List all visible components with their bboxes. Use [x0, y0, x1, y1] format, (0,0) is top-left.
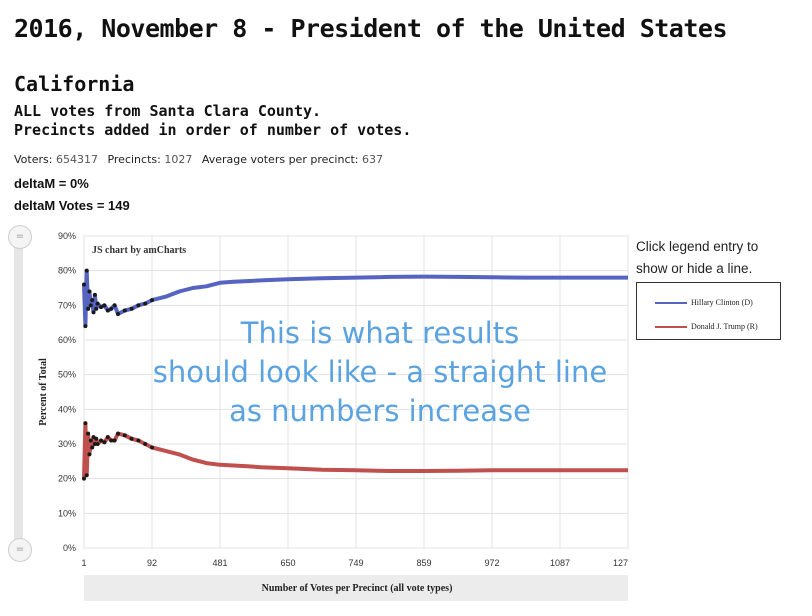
- series-0-point: [83, 324, 88, 329]
- series-1-point: [136, 438, 141, 443]
- series-0-point: [102, 303, 107, 308]
- series-1-point: [102, 440, 107, 445]
- chart-legend: Hillary Clinton (D) Donald J. Trump (R): [636, 282, 781, 340]
- annotation-line-1: This is what results: [240, 316, 520, 350]
- series-1-point: [116, 431, 120, 436]
- series-0-point: [92, 292, 97, 297]
- voters-value: 654317: [55, 153, 98, 166]
- series-1-point: [143, 442, 148, 446]
- series-0-point: [87, 289, 92, 294]
- annotation-line-3: as numbers increase: [229, 394, 531, 428]
- annotation-line-2: should look like - a straight line: [152, 355, 608, 389]
- legend-hint: Click legend entry to show or hide a lin…: [636, 239, 759, 276]
- x-tick-label: 1: [81, 558, 86, 568]
- x-tick-label: 92: [147, 558, 157, 568]
- legend-label-trump: Donald J. Trump (R): [691, 322, 758, 331]
- series-1-point: [94, 436, 99, 441]
- precincts-value: 1027: [164, 153, 193, 166]
- avg-voters-label: Average voters per precinct:: [201, 153, 359, 166]
- series-0-point: [91, 310, 96, 315]
- stats-row: Voters: 654317 Precincts: 1027 Average v…: [14, 153, 389, 166]
- legend-label-clinton: Hillary Clinton (D): [691, 298, 753, 307]
- series-1-point: [105, 435, 110, 440]
- chart-credit: JS chart by amCharts: [92, 245, 186, 256]
- series-0-point: [143, 301, 148, 306]
- x-tick-label: 859: [416, 558, 431, 568]
- annotation-overlay: This is what results should look like - …: [120, 314, 640, 431]
- series-0-point: [94, 306, 99, 311]
- y-tick-label: 70%: [58, 300, 76, 310]
- subtitle-line-1: ALL votes from Santa Clara County.: [14, 102, 322, 120]
- x-tick-label: 1087: [550, 558, 570, 568]
- series-0-point: [122, 308, 127, 313]
- chart-scrollbar-track[interactable]: [14, 235, 23, 550]
- series-0-point: [150, 298, 154, 303]
- series-0-point: [105, 308, 110, 313]
- y-axis-label: Percent of Total: [38, 358, 49, 426]
- x-tick-label: 749: [348, 558, 363, 568]
- legend-swatch-clinton: [655, 302, 687, 304]
- y-tick-label: 60%: [58, 335, 76, 345]
- series-1-point: [83, 421, 88, 426]
- y-tick-label: 10%: [58, 508, 76, 518]
- series-0-point: [95, 301, 100, 306]
- subtitle-line-2: Precincts added in order of number of vo…: [14, 121, 412, 139]
- series-1-point: [99, 438, 103, 443]
- y-tick-label: 80%: [58, 266, 76, 276]
- series-0-point: [136, 303, 141, 308]
- series-1-point: [88, 438, 93, 443]
- x-tick-label: 972: [484, 558, 499, 568]
- series-0-point: [109, 306, 114, 311]
- series-1-point: [109, 438, 114, 443]
- scrollbar-bottom-grip[interactable]: =: [8, 538, 32, 562]
- y-tick-label: 40%: [58, 404, 76, 414]
- delta-m-votes: deltaM Votes = 149: [14, 198, 130, 213]
- series-1-point: [86, 431, 91, 436]
- x-tick-label: 127: [613, 558, 628, 568]
- x-tick-label: 481: [212, 558, 227, 568]
- state-heading: California: [14, 72, 135, 96]
- y-tick-label: 0%: [63, 543, 76, 553]
- y-tick-label: 50%: [58, 370, 76, 380]
- series-0-point: [99, 305, 103, 310]
- series-1-point: [90, 445, 95, 450]
- series-1-point: [87, 452, 92, 457]
- series-1-point: [122, 433, 127, 438]
- avg-voters-value: 637: [362, 153, 384, 166]
- page-title: 2016, November 8 - President of the Unit…: [14, 14, 728, 43]
- y-tick-label: 30%: [58, 439, 76, 449]
- legend-swatch-trump: [655, 326, 687, 328]
- scrollbar-top-grip[interactable]: =: [8, 225, 32, 249]
- series-1-point: [129, 436, 134, 441]
- y-tick-label: 90%: [58, 231, 76, 241]
- delta-m: deltaM = 0%: [14, 176, 89, 191]
- x-axis-label: Number of Votes per Precinct (all vote t…: [262, 583, 453, 594]
- series-0-point: [129, 306, 134, 311]
- series-0-point: [86, 306, 91, 311]
- series-0-point: [90, 298, 95, 303]
- voters-label: Voters:: [14, 153, 53, 166]
- series-0-point: [112, 303, 117, 308]
- series-0-point: [82, 282, 86, 287]
- series-0-point: [84, 268, 89, 273]
- series-1-point: [82, 476, 86, 481]
- series-0-point: [116, 312, 120, 316]
- precincts-label: Precincts:: [107, 153, 161, 166]
- y-tick-label: 20%: [58, 474, 76, 484]
- series-1-point: [84, 473, 89, 478]
- series-0-point: [88, 303, 93, 308]
- x-tick-label: 650: [280, 558, 295, 568]
- x-axis-label-band: [84, 575, 628, 601]
- series-1-point: [112, 438, 117, 443]
- series-1-point: [150, 445, 154, 450]
- series-1-point: [95, 442, 100, 446]
